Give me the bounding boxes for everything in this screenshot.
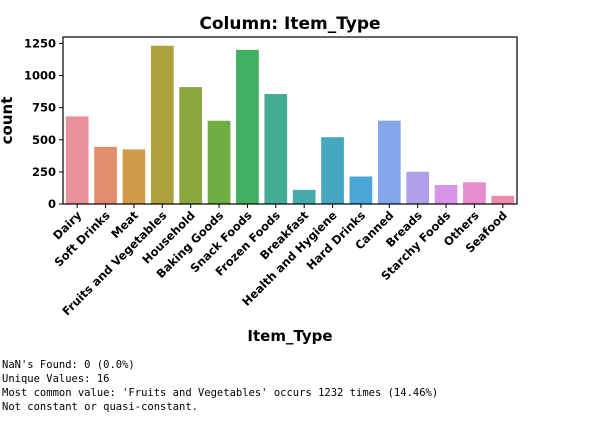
most-common-text: Most common value: 'Fruits and Vegetable… <box>2 387 439 399</box>
bar-baking-goods <box>207 120 231 204</box>
bar-frozen-foods <box>264 94 288 204</box>
summary-panel: NaN's Found: 0 (0.0%) Unique Values: 16 … <box>2 358 600 414</box>
bar-chart: Column: Item_Type 0 250 500 750 1000 1250 Dai… <box>0 14 518 345</box>
y-tick-label: 500 <box>32 133 56 147</box>
y-tick-label: 1250 <box>24 36 56 50</box>
y-axis-label: count <box>0 97 16 145</box>
bar-breads <box>406 171 430 204</box>
bar-snack-foods <box>236 49 259 204</box>
bar-soft-drinks <box>94 146 117 204</box>
bar-starchy-foods <box>434 184 458 204</box>
y-axis: 0 250 500 750 1000 1250 <box>24 36 63 211</box>
plot-frame <box>62 36 518 205</box>
y-tick-label: 0 <box>48 197 56 211</box>
x-axis-label: Item_Type <box>247 327 332 345</box>
bar-meat <box>122 149 146 204</box>
bar-hard-drinks <box>349 176 373 204</box>
constant-status-text: Not constant or quasi-constant. <box>2 401 198 413</box>
bar-seafood <box>491 195 515 204</box>
bar-dairy <box>65 116 89 204</box>
bar-others <box>463 182 486 204</box>
bar-breakfast <box>292 189 316 204</box>
y-tick-label: 750 <box>32 101 56 115</box>
nan-count-text: NaN's Found: 0 (0.0%) <box>2 359 135 371</box>
bars-group <box>65 45 515 204</box>
bar-household <box>179 87 203 204</box>
y-tick-label: 1000 <box>24 69 56 83</box>
unique-values-text: Unique Values: 16 <box>2 373 110 385</box>
bar-canned <box>377 120 401 204</box>
y-tick-label: 250 <box>32 165 56 179</box>
chart-title: Column: Item_Type <box>199 14 380 34</box>
bar-fruits-and-vegetables <box>150 45 174 204</box>
bar-health-and-hygiene <box>321 137 344 204</box>
